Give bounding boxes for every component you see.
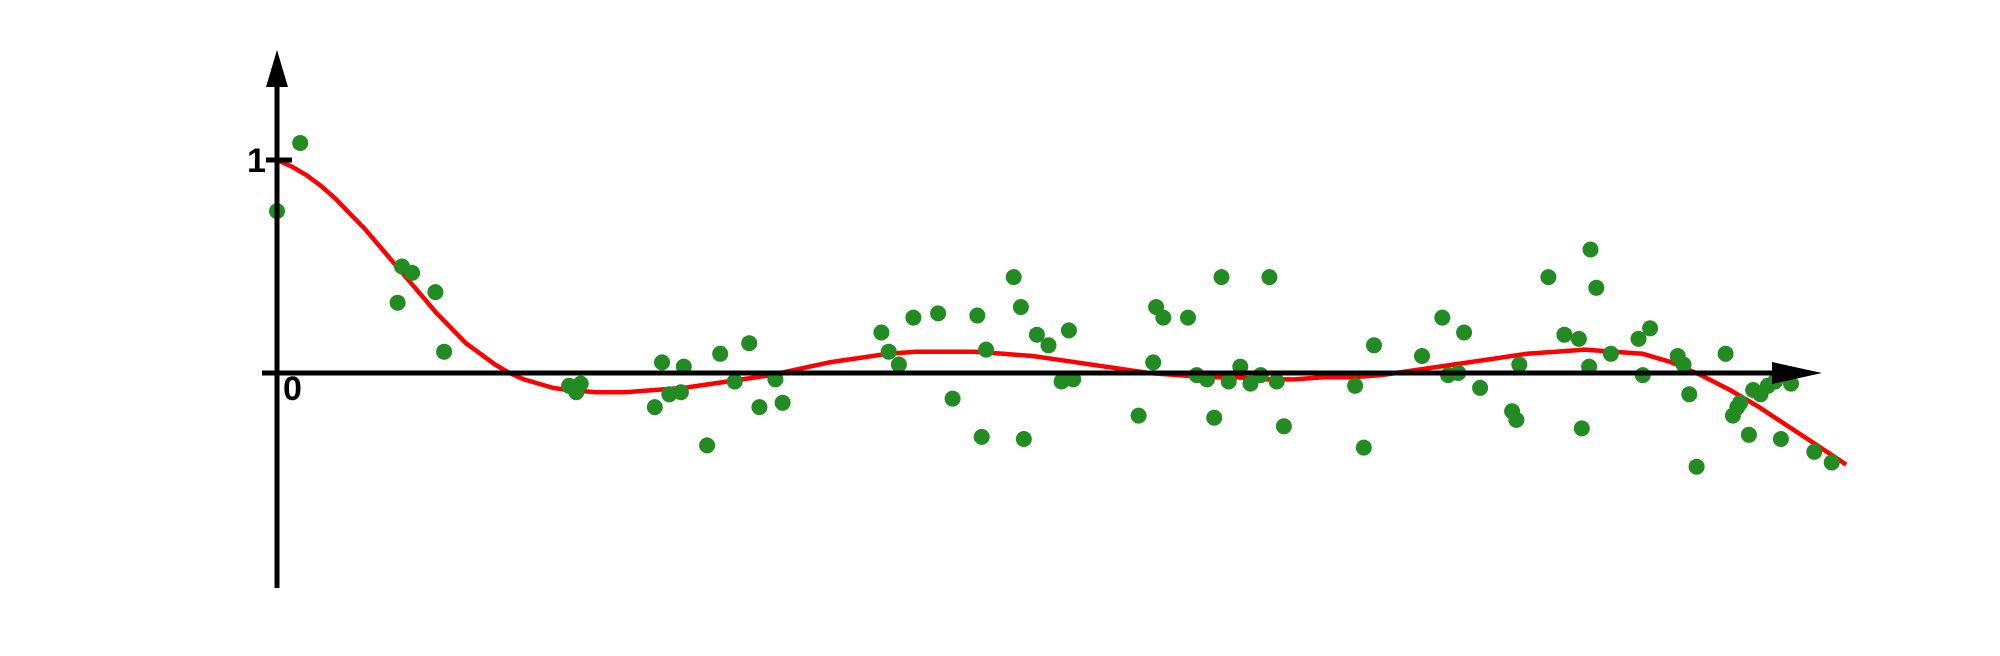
data-point [1261, 269, 1277, 285]
data-point [1041, 337, 1057, 353]
data-point [1347, 378, 1363, 394]
data-point [1676, 357, 1692, 373]
data-point [945, 391, 961, 407]
data-point [1206, 410, 1222, 426]
data-point [974, 429, 990, 445]
data-point [969, 308, 985, 324]
data-point [292, 135, 308, 151]
data-point [775, 395, 791, 411]
data-point [1556, 327, 1572, 343]
data-point [1681, 386, 1697, 402]
data-point [1642, 320, 1658, 336]
y-tick-label-1: 1 [247, 142, 266, 180]
data-point [1456, 325, 1472, 341]
data-point [1806, 444, 1822, 460]
data-point [1366, 337, 1382, 353]
data-point [404, 265, 420, 281]
data-point [699, 437, 715, 453]
data-point [1824, 455, 1840, 471]
data-point [1013, 299, 1029, 315]
data-point [1603, 346, 1619, 362]
data-point [1006, 269, 1022, 285]
data-point [1180, 310, 1196, 326]
data-point [1472, 380, 1488, 396]
data-point [727, 374, 743, 390]
data-point [891, 357, 907, 373]
data-point [390, 295, 406, 311]
data-point [1131, 408, 1147, 424]
data-point [1214, 269, 1230, 285]
axes: 0 1 [247, 50, 1822, 588]
data-point [1583, 242, 1599, 258]
data-point [1511, 357, 1527, 373]
data-point [1276, 418, 1292, 434]
data-point [978, 342, 994, 358]
data-point [1269, 374, 1285, 390]
data-point [1732, 395, 1748, 411]
data-point [573, 376, 589, 392]
x-tick-label-0: 0 [283, 370, 302, 408]
data-point [1689, 459, 1705, 475]
data-point [873, 325, 889, 341]
data-point [1741, 427, 1757, 443]
data-point [1718, 346, 1734, 362]
data-point [905, 310, 921, 326]
data-point [673, 384, 689, 400]
y-axis-arrowhead [266, 50, 288, 87]
data-point [712, 346, 728, 362]
data-point [881, 344, 897, 360]
data-point [741, 335, 757, 351]
data-point [1221, 374, 1237, 390]
data-point [427, 284, 443, 300]
data-point [1061, 322, 1077, 338]
data-point [1434, 310, 1450, 326]
data-point [930, 305, 946, 321]
data-point [1571, 331, 1587, 347]
data-point [1773, 431, 1789, 447]
data-point [1155, 310, 1171, 326]
data-point [1588, 280, 1604, 296]
data-point [436, 344, 452, 360]
data-point [654, 354, 670, 370]
data-point [1540, 269, 1556, 285]
data-point [1414, 348, 1430, 364]
data-point [1574, 420, 1590, 436]
data-point [1016, 431, 1032, 447]
data-point [1508, 412, 1524, 428]
scatter-points-layer [269, 135, 1840, 475]
data-point [751, 399, 767, 415]
data-point [1356, 440, 1372, 456]
data-point [647, 399, 663, 415]
fit-curve-layer [277, 160, 1846, 465]
data-point [1145, 354, 1161, 370]
fit-curve [277, 160, 1846, 465]
